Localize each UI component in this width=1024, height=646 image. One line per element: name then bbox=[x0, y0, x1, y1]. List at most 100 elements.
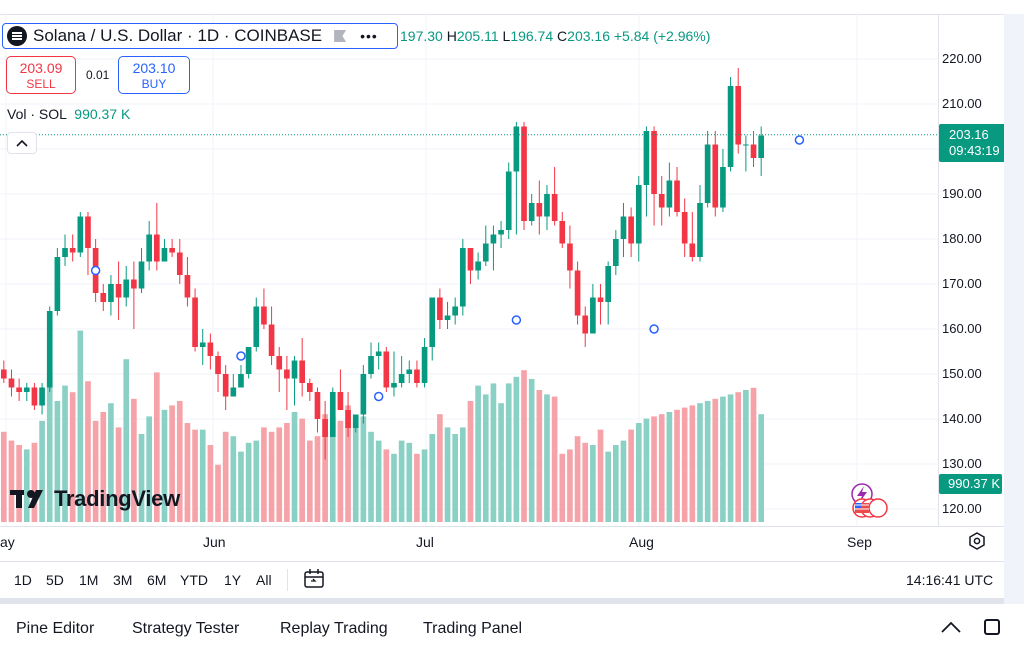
volume-bar bbox=[161, 409, 168, 522]
candle-body bbox=[429, 297, 436, 347]
range-5d-button[interactable]: 5D bbox=[46, 572, 64, 588]
candle-body bbox=[85, 216, 91, 248]
volume-bar bbox=[1, 431, 7, 522]
candlestick-chart[interactable] bbox=[0, 14, 938, 526]
candle-body bbox=[758, 135, 764, 158]
chart-settings-icon[interactable] bbox=[968, 532, 986, 550]
volume-bar bbox=[482, 394, 489, 522]
candle-body bbox=[299, 360, 305, 383]
flag-icon[interactable] bbox=[334, 30, 347, 42]
time-label-may: ay bbox=[0, 534, 15, 550]
volume-bar bbox=[620, 440, 627, 522]
candle-body bbox=[712, 144, 719, 208]
range-all-button[interactable]: All bbox=[256, 572, 272, 588]
volume-bar bbox=[536, 390, 543, 522]
open-value: 197.30 bbox=[400, 28, 443, 44]
candle-body bbox=[245, 347, 252, 374]
range-3m-button[interactable]: 3M bbox=[113, 572, 133, 588]
volume-bar bbox=[544, 394, 550, 522]
right-sidebar[interactable] bbox=[1004, 14, 1024, 604]
candle-body bbox=[536, 203, 543, 217]
candle-body bbox=[123, 279, 130, 298]
candle-body bbox=[8, 378, 15, 388]
tab-pine-editor[interactable]: Pine Editor bbox=[16, 620, 95, 637]
chevron-up-icon[interactable] bbox=[940, 620, 962, 634]
time-axis[interactable]: ay Jun Jul Aug Sep bbox=[0, 526, 1004, 555]
volume-bar bbox=[368, 431, 374, 522]
collapse-legend-button[interactable] bbox=[7, 132, 37, 154]
candle-body bbox=[352, 414, 359, 428]
tab-trading-panel[interactable]: Trading Panel bbox=[423, 620, 523, 637]
candle-body bbox=[268, 324, 275, 356]
volume-bar bbox=[651, 416, 657, 522]
volume-bar bbox=[192, 429, 198, 522]
symbol-legend[interactable]: Solana / U.S. Dollar · 1D · COINBASE ••• bbox=[2, 23, 398, 49]
candle-body bbox=[727, 86, 734, 167]
event-marker-icon bbox=[511, 315, 522, 325]
range-6m-button[interactable]: 6M bbox=[147, 572, 167, 588]
candle-body bbox=[437, 297, 443, 320]
symbol-title[interactable]: Solana / U.S. Dollar · 1D · COINBASE bbox=[33, 26, 323, 45]
price-axis-label: 170.00 bbox=[942, 276, 982, 291]
toolbar-divider bbox=[287, 569, 288, 591]
candle-body bbox=[704, 144, 711, 203]
time-label-jul: Jul bbox=[416, 534, 434, 550]
candle-body bbox=[597, 297, 604, 302]
candle-body bbox=[161, 248, 168, 262]
panel-divider bbox=[0, 598, 1004, 604]
solana-logo-icon bbox=[7, 26, 27, 46]
candle-body bbox=[337, 392, 344, 410]
candle-body bbox=[176, 252, 183, 275]
volume-bar bbox=[352, 420, 359, 522]
range-1y-button[interactable]: 1Y bbox=[224, 572, 242, 588]
volume-bar bbox=[383, 449, 390, 522]
maximize-panel-icon[interactable] bbox=[984, 619, 1000, 635]
tab-replay-trading[interactable]: Replay Trading bbox=[280, 620, 388, 637]
candle-body bbox=[23, 387, 30, 392]
candle-body bbox=[69, 248, 76, 253]
volume-legend[interactable]: Vol · SOL 990.37 K bbox=[7, 106, 130, 122]
price-axis-label: 130.00 bbox=[942, 456, 982, 471]
volume-bar bbox=[521, 370, 527, 522]
candle-body bbox=[467, 248, 474, 271]
candle-body bbox=[505, 171, 512, 230]
volume-bar bbox=[176, 401, 183, 522]
more-options-icon[interactable]: ••• bbox=[360, 28, 378, 44]
candle-body bbox=[31, 387, 38, 406]
candle-body bbox=[391, 383, 397, 388]
tab-strategy-tester[interactable]: Strategy Tester bbox=[132, 620, 240, 637]
price-axis[interactable] bbox=[938, 14, 1005, 526]
buy-button[interactable]: 203.10 BUY bbox=[118, 56, 190, 94]
range-1d-button[interactable]: 1D bbox=[14, 572, 32, 588]
volume-bar bbox=[444, 427, 451, 522]
volume-bar bbox=[169, 405, 175, 522]
candle-body bbox=[322, 419, 328, 437]
sell-button[interactable]: 203.09 SELL bbox=[6, 56, 76, 94]
chevron-up-icon bbox=[16, 139, 28, 147]
candle-body bbox=[39, 387, 45, 406]
candle-body bbox=[406, 369, 413, 374]
volume-bar bbox=[199, 429, 206, 522]
candle-body bbox=[291, 360, 298, 379]
candle-body bbox=[643, 131, 650, 185]
candle-body bbox=[199, 342, 206, 347]
volume-bar bbox=[85, 381, 91, 522]
range-1m-button[interactable]: 1M bbox=[79, 572, 99, 588]
volume-bar bbox=[329, 416, 336, 522]
date-range-toolbar: 1D 5D 1M 3M 6M YTD 1Y All 14:16:41 UTC bbox=[0, 561, 1004, 598]
candle-body bbox=[475, 261, 481, 271]
range-ytd-button[interactable]: YTD bbox=[180, 572, 208, 588]
candle-body bbox=[421, 347, 428, 383]
tradingview-logo[interactable]: TradingView bbox=[10, 486, 180, 512]
utc-clock[interactable]: 14:16:41 UTC bbox=[906, 572, 994, 588]
go-to-date-icon[interactable] bbox=[302, 568, 326, 590]
candle-body bbox=[551, 194, 558, 221]
volume-bar bbox=[31, 442, 38, 522]
economic-event-icon bbox=[868, 498, 888, 518]
time-label-sep: Sep bbox=[847, 534, 872, 550]
volume-bar bbox=[490, 383, 497, 522]
lightning-icon bbox=[857, 486, 867, 503]
chart-pane[interactable] bbox=[0, 14, 938, 526]
candle-body bbox=[238, 374, 244, 388]
volume-bar bbox=[414, 453, 420, 522]
